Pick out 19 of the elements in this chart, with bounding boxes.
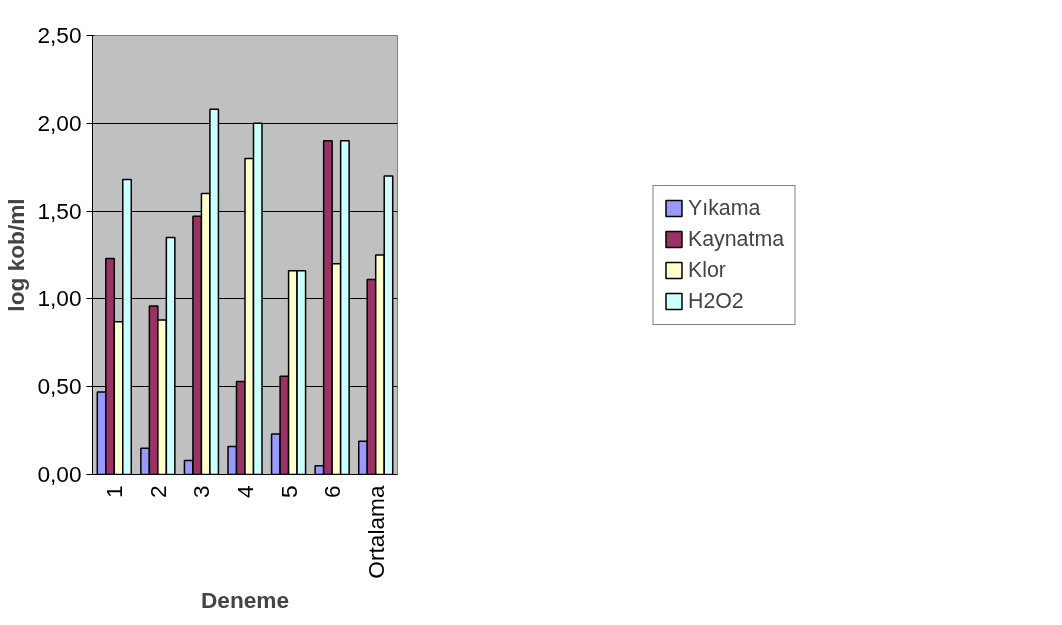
x-tick-label: 5 xyxy=(275,485,302,499)
x-tick-label: Ortalama xyxy=(362,485,389,579)
y-tick-label: 2,00 xyxy=(37,109,82,136)
legend-label: Yıkama xyxy=(687,195,761,221)
y-tick-label: 0,50 xyxy=(37,373,82,400)
y-tick-label: 2,50 xyxy=(37,22,82,48)
x-axis-title: Deneme xyxy=(200,586,290,613)
x-tick-label: 3 xyxy=(188,485,215,499)
legend-label: Klor xyxy=(687,257,726,283)
y-tick-label: 0,00 xyxy=(37,461,82,487)
x-tick-label: 6 xyxy=(319,485,346,499)
y-tick-label: 1,50 xyxy=(37,197,82,224)
x-tick-label: 4 xyxy=(232,485,258,499)
legend-label: H2O2 xyxy=(687,288,744,314)
y-tick-label: 1,00 xyxy=(37,285,82,312)
x-tick-label: 2 xyxy=(144,485,171,499)
y-axis-title: log kob/ml xyxy=(3,198,30,312)
legend-label: Kaynatma xyxy=(687,226,785,252)
x-tick-label: 1 xyxy=(101,485,128,499)
